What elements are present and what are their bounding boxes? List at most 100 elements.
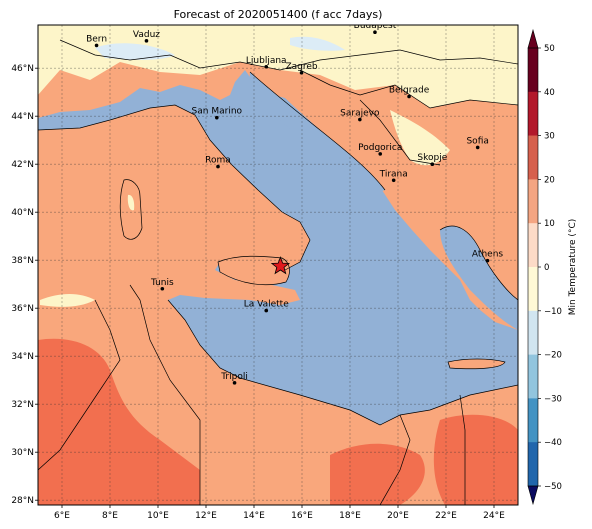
colorbar-band [528,398,538,443]
lat-tick-label: 46°N [11,64,34,74]
city-label: Bern [86,34,107,44]
sea-aegean [440,226,518,330]
lon-tick-label: 18°E [339,511,361,521]
island-crete [448,359,505,369]
map-frame [37,24,519,506]
city-dot [485,258,490,263]
colorbar-band [528,223,538,268]
colorbar-band [528,354,538,399]
city-dot [160,286,165,291]
city-label: Tripoli [220,372,248,382]
city-dot [144,39,149,43]
figure-title: Forecast of 2020051400 (f acc 7days) [174,8,383,21]
island-sardinia-cool [127,194,135,211]
lat-tick-label: 38°N [11,256,34,266]
city-dot [391,178,396,183]
colorbar-tick-label: 50 [544,44,555,54]
lat-tick-label: 32°N [11,400,34,410]
colorbar-band [528,179,538,224]
city-dot [215,115,219,120]
city-label: Budapest [354,21,397,31]
lat-tick-label: 44°N [11,112,34,122]
land-hot-egypt [433,414,518,505]
colorbar-label: Min Temperature (°C) [568,219,578,316]
colorbar: 50 40 30 20 10 0 −10 −20 −30 −40 −50 Min Temperatu… [527,28,578,506]
colorbar-band [528,310,538,355]
sea [38,70,518,425]
land-hot-sahara-west [38,338,200,505]
colorbar-tick-label: 20 [544,175,555,185]
lat-tick-label: 30°N [11,448,34,458]
land-cool-atlas [40,294,95,307]
graticule [38,25,518,505]
colorbar-band [528,48,538,93]
lon-tick-label: 16°E [291,511,313,521]
city-label: Belgrade [389,86,430,96]
colorbar-tick-label: −40 [544,438,562,448]
land-cold-east [290,36,345,51]
city-label: Skopje [417,153,447,163]
city-label: Tirana [379,169,408,179]
land-hot-libya [330,443,425,505]
colorbar-band [528,442,538,487]
target-star-marker [270,256,291,275]
lon-tick-label: 22°E [435,511,457,521]
lon-tick-label: 10°E [147,511,169,521]
colorbar-band [528,91,538,136]
city-label: Ljubljana [246,56,287,66]
lat-tick-label: 42°N [11,160,34,170]
colorbar-extend-top [527,28,539,49]
city-dot [299,70,304,75]
colorbar-band [528,267,538,312]
city-label: Tunis [150,278,174,288]
sea-adriatic [249,72,385,192]
lat-tick-label: 28°N [11,496,34,506]
colorbar-tick-label: 30 [544,132,555,142]
colorbar-tick-label: −30 [544,394,562,404]
city-dot [216,164,220,169]
city-label: Sarajevo [340,109,380,119]
city-dot [373,30,377,34]
city-dot [232,381,237,385]
colorbar-extend-bottom [527,485,539,506]
city-label: Roma [205,156,231,166]
city-dot [358,117,362,122]
city-dot [378,152,383,156]
city-label: La Valette [244,300,289,310]
colorbar-tick-label: −10 [544,307,562,317]
city-label: Sofia [466,136,488,146]
colorbar-tick-label: 0 [544,263,549,273]
city-label: Podgorica [358,143,402,153]
longitude-axis: 6°E 8°E 10°E 12°E 14°E 16°E 18°E 20°E 22°E 24°E [54,505,505,521]
lon-tick-label: 14°E [243,511,265,521]
colorbar-tick-label: 10 [544,219,555,229]
city-label: Athens [472,250,503,260]
city-label: San Marino [192,107,243,117]
island-corsica [129,147,141,171]
colorbar-band [528,135,538,180]
lat-tick-label: 34°N [11,352,34,362]
lon-tick-label: 20°E [387,511,409,521]
city-dot [475,145,480,150]
city-dot [264,308,269,313]
lon-tick-label: 6°E [54,511,70,521]
city-dot [94,43,99,48]
latitude-axis: 28°N 30°N 32°N 34°N 36°N 38°N 40°N 42°N 44°N 46°N [11,64,38,506]
land-cold-alps [95,43,175,60]
city-label: Vaduz [133,30,160,40]
city-label: Zagreb [285,62,317,72]
lon-tick-label: 12°E [195,511,217,521]
lat-tick-label: 36°N [11,304,34,314]
city-dot [430,162,435,166]
land-cool-balkans [390,110,450,166]
colorbar-tick-label: 40 [544,88,555,98]
lon-tick-label: 8°E [102,511,118,521]
lat-tick-label: 40°N [11,208,34,218]
lon-tick-label: 24°E [483,511,505,521]
city-dot [264,64,269,69]
colorbar-tick-label: −20 [544,351,562,361]
city-dot [407,94,411,99]
